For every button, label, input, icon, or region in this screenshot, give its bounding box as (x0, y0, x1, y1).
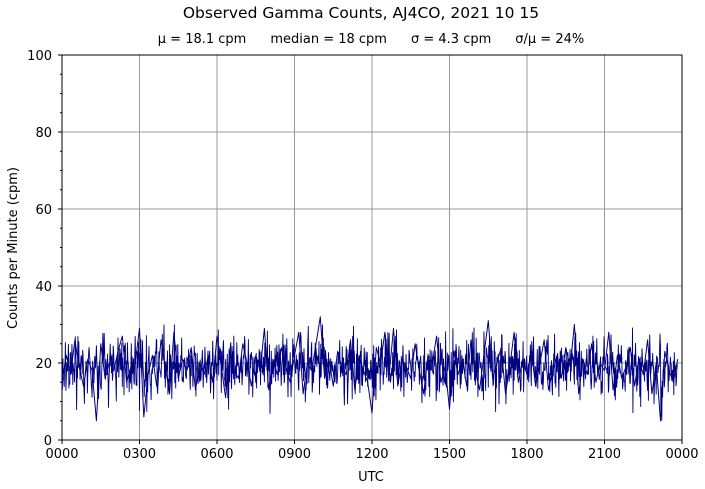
x-tick-label: 2100 (588, 447, 621, 462)
x-tick-label: 1200 (355, 447, 388, 462)
x-tick-label: 1800 (510, 447, 543, 462)
x-tick-label: 0000 (665, 447, 698, 462)
y-tick-label: 40 (35, 280, 52, 295)
y-tick-label: 80 (35, 126, 52, 141)
chart-subtitle: μ = 18.1 cpm median = 18 cpm σ = 4.3 cpm σ/… (0, 32, 705, 47)
chart-title: Observed Gamma Counts, AJ4CO, 2021 10 15 (182, 4, 540, 22)
stat-median: median = 18 cpm (270, 32, 387, 47)
x-tick-label: 1500 (433, 447, 466, 462)
series-line (61, 316, 679, 422)
stat-sigma: σ = 4.3 cpm (410, 32, 492, 47)
x-tick-label: 0300 (123, 447, 156, 462)
y-tick-label: 60 (35, 203, 52, 218)
series-line-dense (61, 324, 678, 421)
x-tick-label: 0000 (45, 447, 78, 462)
y-tick-label: 0 (44, 434, 52, 449)
x-axis-label: UTC (358, 470, 384, 485)
stat-mean: μ = 18.1 cpm (157, 32, 247, 47)
stat-cv: σ/μ = 24% (515, 32, 585, 47)
y-axis-label: Counts per Minute (cpm) (6, 167, 21, 329)
y-tick-label: 20 (35, 357, 52, 372)
axis-ticks: 0000 0300 0600 0900 1200 1500 1800 2100 00000204… (27, 49, 698, 462)
y-tick-label: 100 (27, 49, 52, 64)
x-tick-label: 0900 (278, 447, 311, 462)
x-tick-label: 0600 (200, 447, 233, 462)
